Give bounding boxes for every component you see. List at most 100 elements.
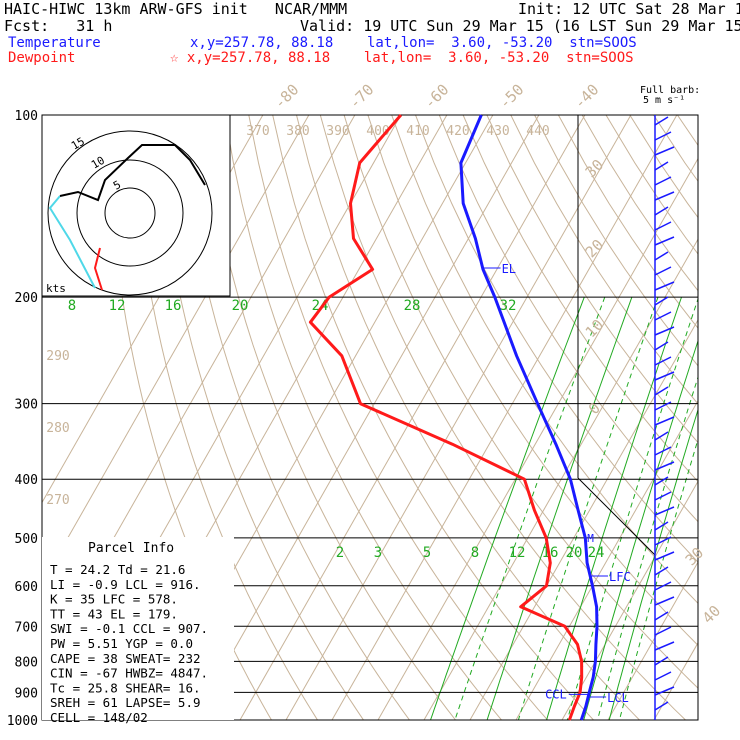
right-adiabat-label: 20 — [582, 236, 608, 262]
dry-adiabat-line — [510, 115, 698, 405]
lower-panel-divider — [577, 477, 656, 556]
wind-barb — [654, 251, 669, 261]
wind-barb — [654, 266, 672, 276]
top-adiabat-label: -60 — [421, 81, 453, 113]
mixing-ratio-upper-label: 20 — [232, 298, 249, 314]
dry-adiabat-line — [153, 115, 364, 720]
mixing-ratio-lower-label: 12 — [509, 545, 526, 561]
isotherm-line — [42, 115, 310, 585]
lfc-marker-label: LFC — [609, 570, 631, 584]
wind-barb — [654, 581, 672, 591]
parcel-info-row: Tc = 25.8 SHEAR= 16. — [50, 680, 201, 695]
isotherm-line — [561, 480, 698, 720]
isotherm-line — [469, 318, 698, 720]
wind-barb — [654, 551, 675, 561]
wind-barb — [654, 476, 669, 486]
plot-frame — [41, 114, 699, 721]
barb-legend-title: Full barb: — [640, 85, 701, 96]
dry-adiabat-line — [248, 115, 548, 720]
wind-barb — [654, 386, 669, 396]
dry-adiabat-line — [581, 115, 698, 292]
hodograph-trace-low — [93, 247, 103, 291]
temperature-location: x,y=257.78, 88.18 lat,lon= 3.60, -53.20 … — [190, 35, 637, 51]
wind-barb — [654, 521, 669, 531]
wind-barb — [654, 686, 675, 696]
hodograph-units-label: kts — [46, 282, 66, 295]
wind-barb — [654, 671, 672, 681]
mixing-ratio-line — [486, 296, 633, 720]
theta-e-label: 430 — [486, 124, 509, 139]
dry-adiabat-line — [438, 115, 698, 523]
parcel-box-bg — [42, 537, 234, 720]
lower-right-label: 30 — [682, 544, 708, 570]
dry-adiabat-line — [391, 115, 698, 605]
isotherm-line — [515, 399, 698, 720]
wind-barb — [654, 311, 672, 321]
hodograph-trace-high — [59, 144, 206, 202]
init-time: Init: 12 UTC Sat 28 Mar 15 — [518, 0, 740, 18]
dewpoint-legend: Dewpoint — [8, 50, 76, 66]
mixing-ratio-lower-label: 5 — [423, 545, 431, 561]
parcel-info-row: K = 35 LFC = 578. — [50, 592, 178, 607]
dry-adiabat-line — [629, 115, 698, 219]
theta-e-left-label: 290 — [46, 349, 69, 364]
theta-e-left-label: 280 — [46, 421, 69, 436]
parcel-info-row: SWI = -0.1 CCL = 907. — [50, 621, 208, 636]
hodograph-ring — [47, 130, 213, 296]
mixing-ratio-line — [454, 296, 606, 720]
wind-barb — [654, 656, 669, 666]
parcel-info-row: CIN = -67 HWBZ= 4847. — [50, 666, 208, 681]
isotherm-line — [331, 115, 678, 720]
isotherm-line — [607, 561, 698, 720]
mixing-ratio-lower-label: 8 — [471, 545, 479, 561]
wind-barb — [654, 566, 669, 576]
pressure-tick-label: 500 — [15, 532, 38, 547]
parcel-info-box: Parcel Info T = 24.2 Td = 21.6LI = -0.9 L… — [42, 537, 234, 725]
dry-adiabat-line — [176, 115, 410, 720]
dry-adiabat-line — [462, 115, 698, 483]
wind-barb — [654, 491, 672, 501]
wind-barb — [654, 461, 675, 471]
pressure-tick-label: 900 — [15, 686, 38, 701]
dry-adiabat-line — [319, 115, 686, 720]
wind-barb — [654, 341, 669, 351]
parcel-info-title: Parcel Info — [88, 541, 174, 556]
profiles — [308, 114, 599, 721]
theta-e-label: 410 — [406, 124, 429, 139]
wind-barb — [654, 401, 672, 411]
theta-e-label: 390 — [326, 124, 349, 139]
mixing-ratio-upper-label: 8 — [68, 298, 76, 314]
dry-adiabat-line — [676, 115, 698, 147]
wind-barb — [654, 596, 675, 606]
wind-barb — [654, 236, 675, 246]
top-adiabat-label: -40 — [571, 81, 603, 113]
wind-barb — [654, 281, 675, 291]
parcel-info-row: T = 24.2 Td = 21.6 — [50, 562, 185, 577]
temperature-legend: Temperature — [8, 35, 101, 51]
wind-barb — [654, 296, 669, 306]
mixing-ratio-upper-label: 32 — [500, 298, 517, 314]
mixing-ratio-lower-label: 20 — [566, 545, 583, 561]
dry-adiabats — [105, 115, 698, 720]
dry-adiabat-line — [296, 115, 640, 720]
mixing-ratio-lower-label: 24 — [588, 545, 605, 561]
theta-e-label: 440 — [526, 124, 549, 139]
barb-legend-units: 5 m s⁻¹ — [643, 95, 686, 106]
valid-time: Valid: 19 UTC Sun 29 Mar 15 (16 LST Sun … — [300, 17, 740, 35]
wind-barb — [654, 611, 669, 621]
hodograph-trace-mid — [48, 195, 96, 289]
wind-barb — [654, 161, 669, 171]
wind-barb — [654, 326, 675, 336]
hodograph-ring — [76, 159, 184, 267]
dry-adiabat-line — [486, 115, 698, 444]
mixing-ratio-line — [517, 296, 659, 720]
plot-border — [41, 114, 699, 721]
el-marker-label: EL — [502, 262, 516, 276]
mixing-ratio-lower-label: 2 — [336, 545, 344, 561]
isotherm-line — [193, 115, 540, 720]
pressure-tick-label: 400 — [15, 473, 38, 488]
temperature-profile — [459, 114, 599, 721]
mixing-ratio-upper-label: 28 — [404, 298, 421, 314]
dry-adiabat-line — [200, 115, 456, 720]
